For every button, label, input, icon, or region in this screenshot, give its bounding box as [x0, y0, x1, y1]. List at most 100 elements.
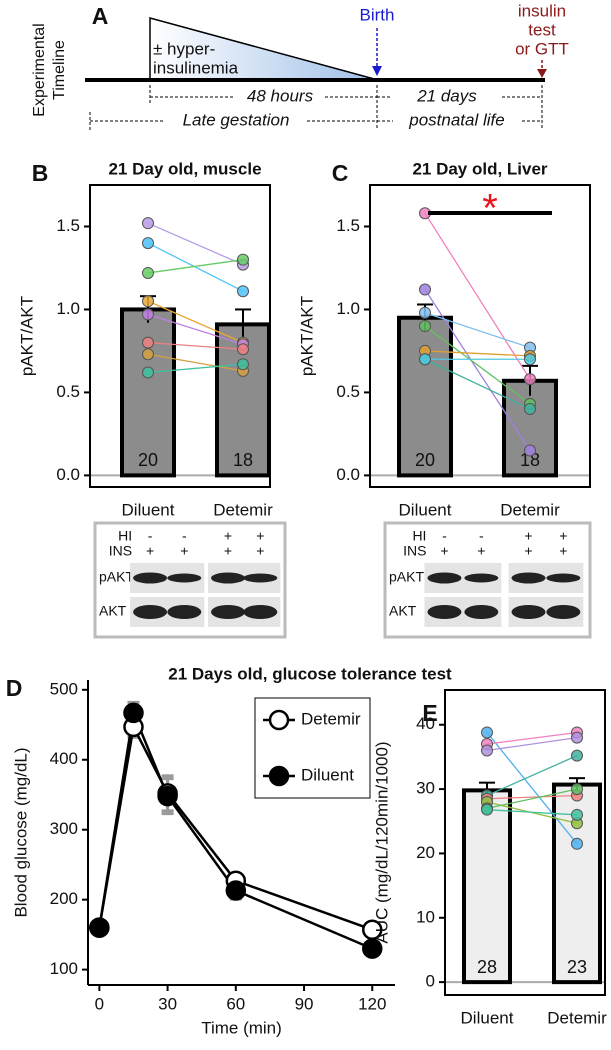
- data-point: [419, 320, 431, 333]
- blot-row-label: INS: [109, 543, 132, 559]
- y-axis-label: Blood glucose (mg/dL): [11, 747, 30, 917]
- timeline: A Experimental Timeline ± hyper- insulin…: [31, 1, 569, 130]
- y-tick-label: 200: [50, 889, 78, 908]
- blot-sign: +: [524, 528, 532, 544]
- birth-label: Birth: [360, 5, 395, 24]
- data-point: [524, 373, 536, 386]
- blot-band: [167, 605, 202, 619]
- pair-line: [424, 350, 531, 357]
- data-point: [419, 306, 431, 319]
- data-point: [419, 283, 431, 296]
- blot-band-label: pAKT: [389, 569, 424, 585]
- blot-sign: +: [180, 543, 188, 559]
- data-point: [524, 403, 536, 416]
- n-label: 23: [567, 957, 587, 977]
- treatment-label: insulinemia: [153, 58, 239, 77]
- pair-line: [147, 341, 244, 350]
- blot-sign: +: [559, 528, 567, 544]
- x-tick-label: Detemir: [500, 500, 560, 519]
- y-tick-label: 30: [416, 779, 435, 798]
- span-label: 48 hours: [247, 86, 314, 105]
- span-label: Late gestation: [183, 110, 290, 129]
- panel-letter: C: [332, 160, 349, 186]
- data-point: [419, 353, 431, 366]
- data-point: [142, 336, 154, 349]
- data-point: [571, 731, 583, 744]
- panel-letter: E: [422, 700, 437, 726]
- treatment-label: ± hyper-: [153, 39, 215, 58]
- x-axis-label: Time (min): [201, 1018, 282, 1037]
- y-tick-label: 0: [426, 972, 435, 991]
- pair-line: [424, 358, 531, 410]
- y-axis-label: pAKT/AKT: [297, 296, 316, 376]
- data-point: [142, 266, 154, 279]
- n-label: 18: [233, 450, 253, 470]
- pair-line: [147, 222, 244, 266]
- pair-line: [486, 809, 578, 816]
- blot-sign: +: [256, 528, 264, 544]
- blot-sign: +: [440, 543, 448, 559]
- blot-band: [464, 605, 499, 619]
- x-tick-label: Detemir: [547, 1008, 607, 1027]
- data-point: [237, 253, 249, 266]
- blot-band: [546, 605, 581, 619]
- data-point: [225, 880, 247, 901]
- blot-row-label: HI: [118, 528, 132, 544]
- data-point: [157, 785, 178, 807]
- blot-band-label: AKT: [389, 603, 417, 619]
- x-tick-label: Diluent: [122, 500, 175, 519]
- endpoint-arrowhead: [537, 69, 547, 78]
- y-tick-label: 0.0: [336, 465, 360, 484]
- y-tick-label: 500: [50, 679, 78, 698]
- data-point: [237, 285, 249, 298]
- legend-label: Detemir: [301, 709, 361, 728]
- y-tick-label: 0.5: [336, 382, 360, 401]
- y-tick-label: 1.0: [336, 299, 360, 318]
- y-tick-label: 10: [416, 907, 435, 926]
- blot-band-label: AKT: [99, 603, 127, 619]
- data-point: [481, 726, 493, 739]
- blot-sign: +: [477, 543, 485, 559]
- pair-line: [147, 242, 244, 292]
- panel-letter: B: [32, 160, 49, 186]
- x-tick-label: 30: [158, 994, 177, 1013]
- blot-sign: -: [182, 528, 187, 544]
- timeline-label: Timeline: [51, 40, 68, 100]
- blot-band-label: pAKT: [99, 569, 134, 585]
- chart-title: 21 Days old, glucose tolerance test: [168, 664, 452, 683]
- data-point: [481, 744, 493, 757]
- blot-band: [133, 572, 168, 584]
- endpoint-label: or GTT: [515, 39, 569, 58]
- legend-marker: [268, 765, 290, 787]
- y-tick-label: 40: [416, 714, 435, 733]
- blot-band: [211, 572, 245, 584]
- y-axis-label: pAKT/AKT: [17, 296, 36, 376]
- data-point: [237, 343, 249, 356]
- y-tick-label: 400: [50, 749, 78, 768]
- pair-line: [147, 300, 244, 344]
- chart-title: 21 Day old, muscle: [108, 159, 261, 178]
- pair-line: [147, 259, 244, 274]
- pair-line: [424, 212, 531, 380]
- y-tick-label: 300: [50, 819, 78, 838]
- y-tick-label: 100: [50, 959, 78, 978]
- blot-band: [511, 605, 546, 619]
- blot-sign: +: [559, 543, 567, 559]
- x-tick-label: Diluent: [461, 1008, 514, 1027]
- blot-sign: -: [442, 528, 447, 544]
- data-point: [142, 348, 154, 361]
- pair-line: [147, 313, 244, 345]
- pair-line: [486, 755, 578, 797]
- data-point: [237, 358, 249, 371]
- blot-band: [427, 572, 462, 584]
- blot-band: [167, 573, 202, 583]
- span-label: 21 days: [416, 86, 477, 105]
- pair-line: [486, 794, 578, 800]
- data-point: [362, 938, 383, 959]
- data-point: [571, 837, 583, 850]
- pair-line: [147, 353, 244, 372]
- blot-band: [133, 605, 168, 619]
- n-label: 20: [138, 450, 158, 470]
- blot-band: [464, 573, 499, 583]
